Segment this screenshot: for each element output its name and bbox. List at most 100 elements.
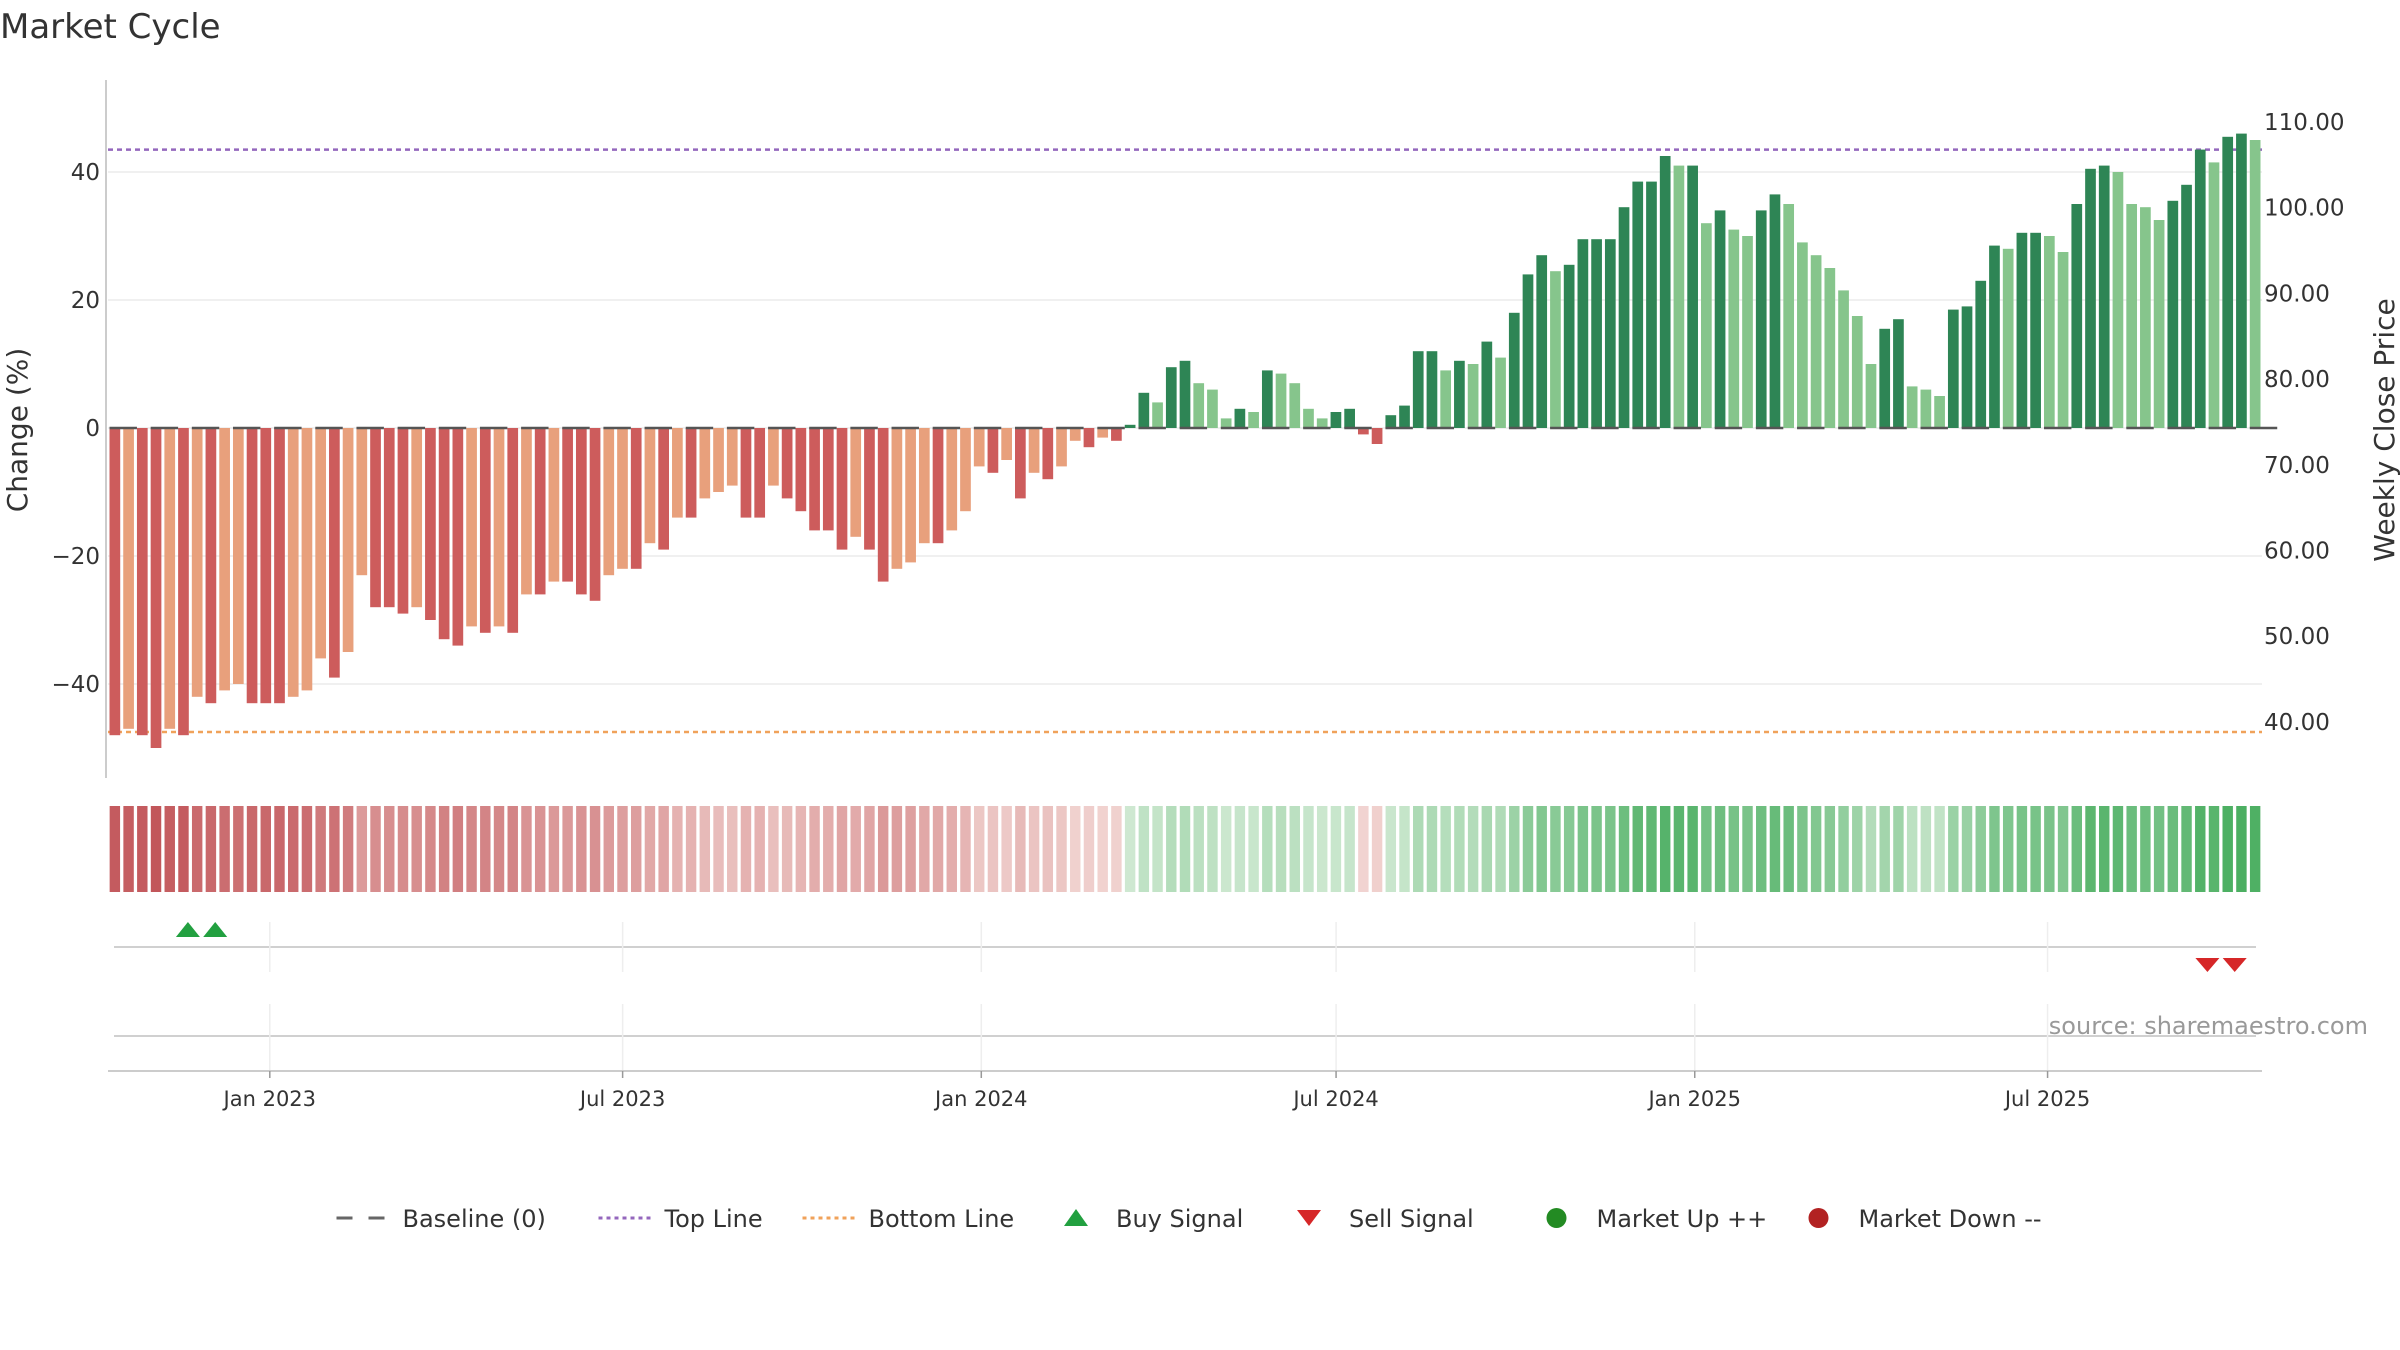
strip-cell-122 — [1783, 806, 1794, 892]
strip-cell-72 — [1097, 806, 1108, 892]
strip-cell-104 — [1536, 806, 1547, 892]
bar-79 — [1193, 383, 1205, 428]
bar-90 — [1344, 408, 1355, 428]
buy-signal-marker — [175, 922, 200, 937]
bar-2 — [136, 428, 148, 736]
left-axis-ticks: 40 20 0 −20 −40 — [51, 160, 100, 698]
bar-100 — [1481, 341, 1493, 428]
strip-cell-47 — [754, 806, 765, 892]
bar-153 — [2208, 162, 2220, 428]
buy-signal-marker — [203, 922, 228, 937]
strip-cell-148 — [2140, 806, 2151, 892]
bar-60 — [932, 428, 944, 544]
bar-71 — [1083, 428, 1095, 448]
strip-cell-119 — [1742, 806, 1753, 892]
bar-130 — [1893, 319, 1904, 428]
strip-cell-138 — [2002, 806, 2014, 892]
bar-41 — [672, 428, 683, 518]
strip-cell-59 — [919, 806, 930, 892]
legend: Baseline (0) Top Line Bottom Line Buy Signa… — [336, 1205, 2042, 1233]
bar-65 — [1001, 428, 1012, 460]
bar-124 — [1810, 255, 1822, 428]
strip-cell-94 — [1399, 806, 1410, 892]
strip-cell-126 — [1838, 806, 1849, 892]
bar-0 — [109, 428, 121, 736]
bar-29 — [507, 428, 519, 633]
bar-12 — [274, 428, 285, 704]
bar-152 — [2194, 149, 2206, 428]
strip-cell-114 — [1673, 806, 1685, 892]
strip-cell-128 — [1865, 806, 1877, 892]
strip-cell-87 — [1303, 806, 1314, 892]
bar-102 — [1508, 312, 1520, 428]
bar-20 — [383, 428, 395, 608]
bar-72 — [1097, 428, 1109, 438]
y-left-tick-label: −40 — [51, 672, 100, 698]
strip-cell-25 — [452, 806, 464, 892]
bar-74 — [1124, 424, 1136, 428]
strip-cell-56 — [877, 806, 889, 892]
strip-cell-14 — [301, 806, 313, 892]
strip-cell-30 — [521, 806, 532, 892]
bar-7 — [205, 428, 217, 704]
bar-150 — [2167, 200, 2179, 428]
bar-104 — [1536, 255, 1548, 428]
strip-cell-155 — [2236, 806, 2247, 892]
bar-4 — [164, 428, 176, 729]
strip-cell-98 — [1454, 806, 1465, 892]
bar-59 — [918, 428, 930, 544]
bar-73 — [1111, 428, 1122, 441]
y-right-tick-label: 50.00 — [2264, 624, 2330, 650]
strip-cell-85 — [1275, 806, 1287, 892]
strip-cell-137 — [1989, 806, 2000, 892]
x-tick-label: Jul 2023 — [578, 1087, 665, 1111]
strip-cell-143 — [2071, 806, 2082, 892]
strip-cell-23 — [425, 806, 436, 892]
strip-cell-38 — [631, 806, 642, 892]
strip-cell-81 — [1220, 806, 1232, 892]
strip-cell-79 — [1193, 806, 1204, 892]
bar-91 — [1358, 428, 1369, 435]
strip-cell-91 — [1358, 806, 1369, 892]
strip-cell-132 — [1920, 806, 1932, 892]
bar-138 — [2002, 248, 2014, 428]
bar-11 — [260, 428, 272, 704]
strip-cell-129 — [1879, 806, 1890, 892]
strip-cell-26 — [466, 806, 477, 892]
strip-cell-39 — [644, 806, 656, 892]
strip-cell-15 — [315, 806, 326, 892]
strip-cell-58 — [905, 806, 916, 892]
strip-cell-7 — [205, 806, 217, 892]
bar-105 — [1550, 271, 1561, 428]
strip-cell-67 — [1028, 806, 1040, 892]
strip-cell-117 — [1714, 806, 1726, 892]
bar-38 — [630, 428, 642, 569]
bar-95 — [1412, 351, 1424, 428]
strip-cell-50 — [795, 806, 807, 892]
bar-3 — [150, 428, 162, 748]
bar-98 — [1454, 360, 1465, 428]
chart-title: Market Cycle — [0, 7, 221, 47]
strip-cell-82 — [1234, 806, 1246, 892]
bar-70 — [1069, 428, 1081, 441]
bar-10 — [246, 428, 258, 704]
bar-36 — [603, 428, 615, 576]
bar-120 — [1755, 210, 1767, 428]
strip-cell-78 — [1179, 806, 1191, 892]
green-dot-icon — [1546, 1208, 1567, 1228]
bar-148 — [2140, 207, 2151, 428]
strip-cell-71 — [1083, 806, 1095, 892]
legend-item-6: Market Down -- — [1808, 1205, 2042, 1233]
bar-117 — [1714, 210, 1726, 428]
bar-129 — [1879, 328, 1891, 428]
strip-cell-97 — [1440, 806, 1451, 892]
legend-item-4: Sell Signal — [1297, 1205, 1474, 1233]
bar-110 — [1618, 207, 1630, 428]
bar-43 — [699, 428, 711, 499]
strip-cell-51 — [809, 806, 820, 892]
bar-143 — [2071, 204, 2083, 428]
x-tick-label: Jul 2024 — [1291, 1087, 1378, 1111]
strip-cell-37 — [617, 806, 628, 892]
bar-81 — [1220, 418, 1232, 428]
strip-cell-107 — [1577, 806, 1589, 892]
